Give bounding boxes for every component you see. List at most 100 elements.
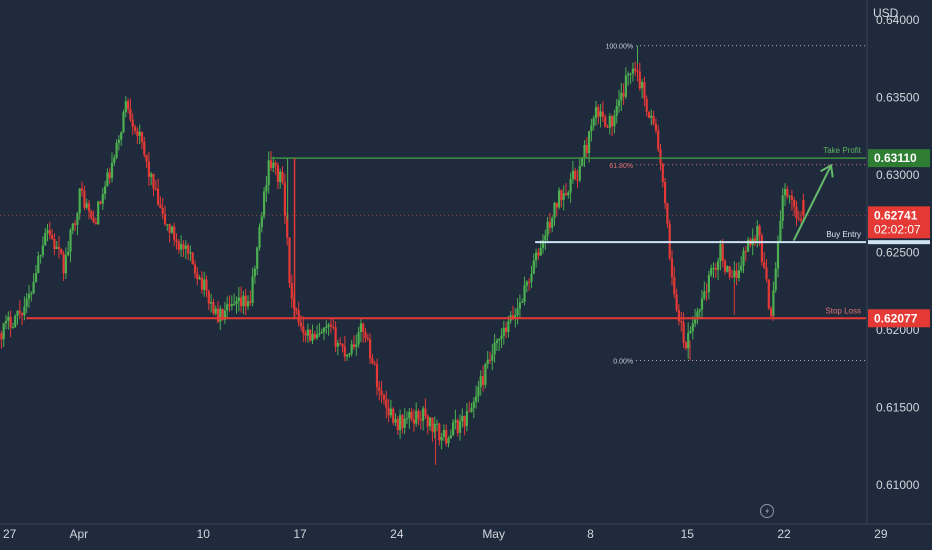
candle-bear bbox=[417, 411, 420, 420]
candle-bear bbox=[269, 160, 273, 168]
candle-bear bbox=[332, 326, 335, 328]
candle-bull bbox=[553, 202, 556, 218]
candle-bear bbox=[564, 193, 568, 196]
candle-bull bbox=[34, 273, 38, 283]
candle-bear bbox=[511, 315, 515, 319]
candle-bull bbox=[311, 334, 314, 341]
candle-bull bbox=[210, 302, 213, 304]
candle-bear bbox=[373, 363, 376, 365]
price-tick-label: 0.61500 bbox=[876, 401, 920, 415]
candle-bear bbox=[668, 223, 671, 259]
candle-bear bbox=[274, 162, 277, 166]
candle-bull bbox=[399, 415, 402, 431]
candle-bear bbox=[131, 119, 134, 127]
candle-bull bbox=[258, 227, 261, 248]
candle-bull bbox=[740, 265, 743, 271]
candle-bear bbox=[410, 411, 413, 420]
candle-bull bbox=[698, 309, 701, 312]
candle-bear bbox=[770, 308, 773, 317]
time-tick-label: 8 bbox=[587, 527, 594, 541]
candle-bear bbox=[438, 423, 441, 441]
candle-bull bbox=[696, 311, 699, 320]
candle-bull bbox=[551, 217, 554, 228]
candle-bear bbox=[385, 399, 388, 408]
candle-bull bbox=[599, 111, 602, 117]
candle-bull bbox=[25, 298, 28, 307]
candle-bull bbox=[355, 344, 358, 347]
level-label-buy-entry: Buy Entry bbox=[826, 230, 861, 239]
candle-bear bbox=[677, 309, 680, 322]
candle-bull bbox=[318, 333, 321, 335]
candle-bear bbox=[380, 391, 383, 395]
candle-bull bbox=[733, 270, 736, 277]
candle-bear bbox=[790, 195, 793, 200]
candle-bull bbox=[64, 255, 67, 274]
candle-bear bbox=[343, 346, 346, 357]
candle-bear bbox=[721, 243, 724, 261]
candle-bear bbox=[159, 204, 162, 208]
projection-arrow-shaft bbox=[792, 164, 832, 242]
candle-bull bbox=[781, 195, 784, 221]
candle-bear bbox=[191, 252, 194, 265]
candle-bull bbox=[30, 293, 33, 295]
candle-bull bbox=[458, 421, 462, 433]
candle-bull bbox=[707, 274, 710, 293]
candle-bear bbox=[364, 331, 367, 339]
candle-bear bbox=[684, 342, 687, 349]
candle-bear bbox=[60, 249, 63, 254]
lightning-icon[interactable] bbox=[760, 504, 774, 518]
candle-bear bbox=[62, 253, 65, 274]
candle-bull bbox=[408, 411, 411, 419]
candle-bull bbox=[27, 294, 31, 299]
candle-bull bbox=[348, 353, 351, 355]
candle-bull bbox=[516, 308, 519, 316]
candle-bear bbox=[456, 420, 459, 433]
candle-bear bbox=[424, 408, 427, 416]
candle-bull bbox=[115, 143, 118, 158]
candle-bear bbox=[143, 141, 146, 155]
candle-bull bbox=[23, 306, 26, 316]
candle-bear bbox=[200, 277, 203, 290]
candle-bear bbox=[426, 415, 429, 427]
candle-bear bbox=[157, 188, 160, 205]
candle-bear bbox=[87, 203, 91, 212]
candle-bear bbox=[463, 416, 466, 427]
candle-bull bbox=[4, 320, 8, 324]
candle-bear bbox=[212, 302, 215, 314]
candle-bull bbox=[263, 191, 266, 217]
candle-bull bbox=[615, 106, 618, 116]
candle-bull bbox=[650, 115, 653, 118]
candle-bear bbox=[643, 82, 646, 99]
candle-bear bbox=[92, 217, 95, 223]
candle-bear bbox=[431, 417, 434, 432]
candle-bull bbox=[783, 189, 787, 196]
candle-bear bbox=[281, 171, 284, 183]
candle-bear bbox=[767, 279, 770, 309]
candle-bull bbox=[320, 332, 323, 334]
time-tick-label: 27 bbox=[3, 527, 17, 541]
candle-bear bbox=[728, 266, 731, 277]
candle-bull bbox=[484, 364, 487, 385]
stop-loss-badge bbox=[868, 309, 930, 328]
candle-bull bbox=[85, 203, 88, 208]
candle-bear bbox=[304, 333, 307, 336]
candle-bull bbox=[415, 411, 418, 424]
candle-bear bbox=[560, 190, 563, 200]
candle-bull bbox=[242, 295, 245, 307]
candle-bear bbox=[196, 273, 199, 280]
level-label-take-profit: Take Profit bbox=[823, 146, 862, 155]
candle-bear bbox=[18, 310, 21, 314]
candle-bull bbox=[237, 297, 240, 302]
levels-layer: 100.00% 61.80% 0.00% Take Profit Buy Entry St… bbox=[0, 44, 867, 365]
current-price-badge-text: 02:02:07 bbox=[874, 222, 921, 236]
candle-bear bbox=[187, 245, 190, 254]
candle-bear bbox=[21, 313, 24, 316]
candle-bull bbox=[279, 171, 282, 182]
stop-loss-badge-text: 0.62077 bbox=[874, 311, 918, 325]
candle-bull bbox=[470, 407, 473, 412]
candle-bull bbox=[122, 112, 125, 133]
candle-bear bbox=[378, 387, 381, 391]
candle-bull bbox=[539, 248, 542, 256]
candle-bull bbox=[461, 416, 464, 422]
